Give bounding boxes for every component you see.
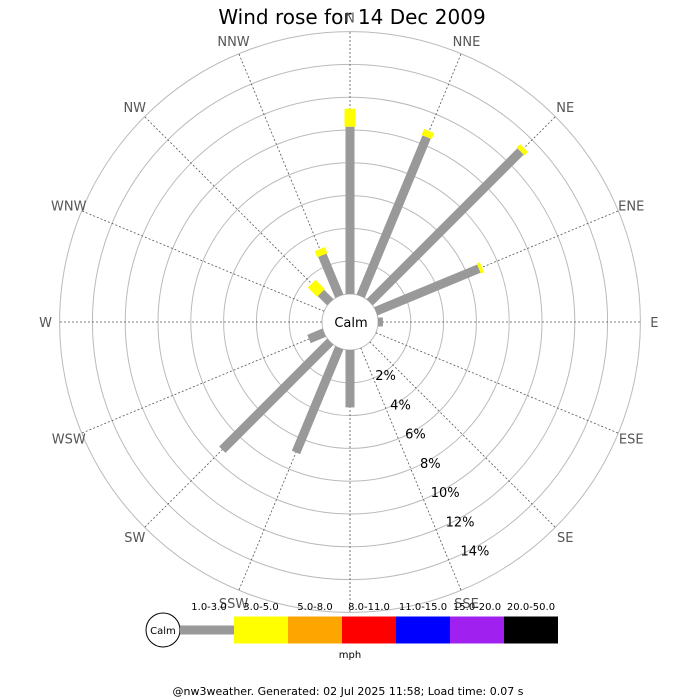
grid-ring bbox=[59, 31, 641, 613]
radial-tick-10%: 10% bbox=[431, 486, 460, 501]
direction-label-ene: ENE bbox=[618, 200, 644, 215]
radial-tick-12%: 12% bbox=[446, 515, 475, 530]
direction-label-sse: SSE bbox=[454, 597, 479, 612]
bar-ene-3.0-5.0 bbox=[476, 262, 485, 274]
wind-bars bbox=[219, 108, 528, 455]
direction-label-nnw: NNW bbox=[217, 35, 249, 50]
legend-swatch-1.0-3.0 bbox=[180, 625, 234, 635]
legend-swatch-15.0-20.0 bbox=[450, 616, 504, 644]
direction-label-nne: NNE bbox=[453, 35, 481, 50]
radial-tick-14%: 14% bbox=[460, 545, 489, 560]
direction-label-sw: SW bbox=[124, 531, 145, 546]
bar-ene-1.0-3.0 bbox=[374, 264, 481, 316]
legend-swatch-3.0-5.0 bbox=[234, 616, 288, 644]
radial-tick-labels: 2% 4% 6% 8% 10% 12% 14% bbox=[375, 369, 489, 559]
direction-labels: NNNENEENEEESESESSESSSWSWWSWWWNWNWNNW bbox=[39, 12, 658, 636]
legend-label-3.0-5.0: 3.0-5.0 bbox=[243, 602, 278, 613]
bar-nne-3.0-5.0 bbox=[421, 128, 435, 140]
bar-nnw-1.0-3.0 bbox=[318, 253, 344, 298]
direction-label-wnw: WNW bbox=[51, 200, 87, 215]
radial-tick-6%: 6% bbox=[405, 428, 426, 443]
direction-label-se: SE bbox=[557, 531, 573, 546]
legend-label-20.0-50.0: 20.0-50.0 bbox=[507, 602, 555, 613]
radial-tick-4%: 4% bbox=[390, 398, 411, 413]
legend-unit: mph bbox=[339, 650, 361, 661]
bar-nw-1.0-3.0 bbox=[317, 289, 334, 306]
radial-tick-8%: 8% bbox=[420, 457, 441, 472]
bar-nnw-3.0-5.0 bbox=[314, 247, 328, 258]
bar-ssw-1.0-3.0 bbox=[291, 346, 344, 455]
legend: Calm 1.0-3.0 3.0-5.0 5.0-8.0 8.0-11.0 11.0-1… bbox=[145, 602, 558, 661]
legend-swatch-20.0-50.0 bbox=[504, 616, 558, 644]
legend-calm-label: Calm bbox=[150, 626, 176, 637]
direction-label-ssw: SSW bbox=[219, 597, 249, 612]
legend-label-1.0-3.0: 1.0-3.0 bbox=[191, 602, 226, 613]
direction-label-e: E bbox=[650, 316, 658, 331]
bar-wsw-1.0-3.0 bbox=[307, 328, 326, 344]
direction-label-ne: NE bbox=[556, 101, 574, 116]
direction-label-ese: ESE bbox=[619, 432, 644, 447]
legend-label-5.0-8.0: 5.0-8.0 bbox=[297, 602, 332, 613]
bar-nne-1.0-3.0 bbox=[356, 135, 431, 298]
direction-label-w: W bbox=[39, 316, 52, 331]
legend-label-11.0-15.0: 11.0-15.0 bbox=[399, 602, 447, 613]
legend-label-15.0-20.0: 15.0-20.0 bbox=[453, 602, 501, 613]
bar-nw-3.0-5.0 bbox=[307, 279, 325, 297]
legend-label-8.0-11.0: 8.0-11.0 bbox=[348, 602, 390, 613]
calm-circle bbox=[326, 298, 374, 346]
legend-swatch-11.0-15.0 bbox=[396, 616, 450, 644]
bar-ne-3.0-5.0 bbox=[516, 144, 528, 156]
footer-text: @nw3weather. Generated: 02 Jul 2025 11:5… bbox=[173, 685, 524, 698]
chart-title: Wind rose for 14 Dec 2009 bbox=[218, 5, 485, 29]
bar-ne-1.0-3.0 bbox=[366, 148, 524, 306]
radial-tick-2%: 2% bbox=[375, 369, 396, 384]
calm-label: Calm bbox=[334, 316, 367, 331]
legend-swatch-8.0-11.0 bbox=[342, 616, 396, 644]
direction-label-n: N bbox=[345, 12, 355, 27]
bar-sw-1.0-3.0 bbox=[219, 338, 334, 453]
legend-swatch-5.0-8.0 bbox=[288, 616, 342, 644]
direction-label-wsw: WSW bbox=[52, 432, 86, 447]
direction-label-nw: NW bbox=[123, 101, 146, 116]
